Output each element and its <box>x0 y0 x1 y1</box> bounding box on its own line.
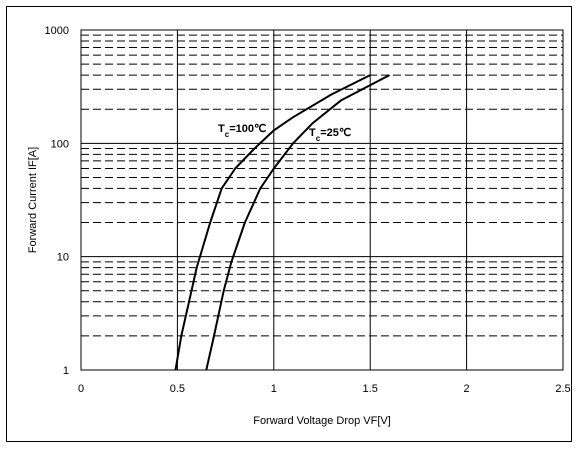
grid <box>80 29 564 371</box>
series-curve-1 <box>205 74 390 371</box>
plot-area-border <box>80 29 564 371</box>
curves <box>174 74 390 371</box>
series-curve-0 <box>174 74 371 371</box>
series-label-tc-25: Tc=25℃ <box>309 127 351 143</box>
series-label-tc-100: Tc=100℃ <box>218 123 266 139</box>
chart-frame <box>6 6 572 442</box>
tick-labels: 0 0.5 1 1.5 2 2.5 1 10 100 1000 <box>45 25 571 395</box>
y-axis-label: Forward Current IF[A] <box>27 147 39 253</box>
y-tick-label: 10 <box>57 252 69 264</box>
x-tick-label: 1.5 <box>363 383 378 395</box>
x-tick-label: 0 <box>78 383 84 395</box>
y-tick-label: 1000 <box>45 25 69 37</box>
x-tick-label: 1 <box>271 383 277 395</box>
x-axis-label: Forward Voltage Drop VF[V] <box>253 415 391 427</box>
x-tick-label: 2 <box>464 383 470 395</box>
y-tick-label: 1 <box>63 365 69 377</box>
x-tick-label: 0.5 <box>170 383 185 395</box>
x-tick-label: 2.5 <box>555 383 570 395</box>
y-tick-label: 100 <box>51 138 69 150</box>
